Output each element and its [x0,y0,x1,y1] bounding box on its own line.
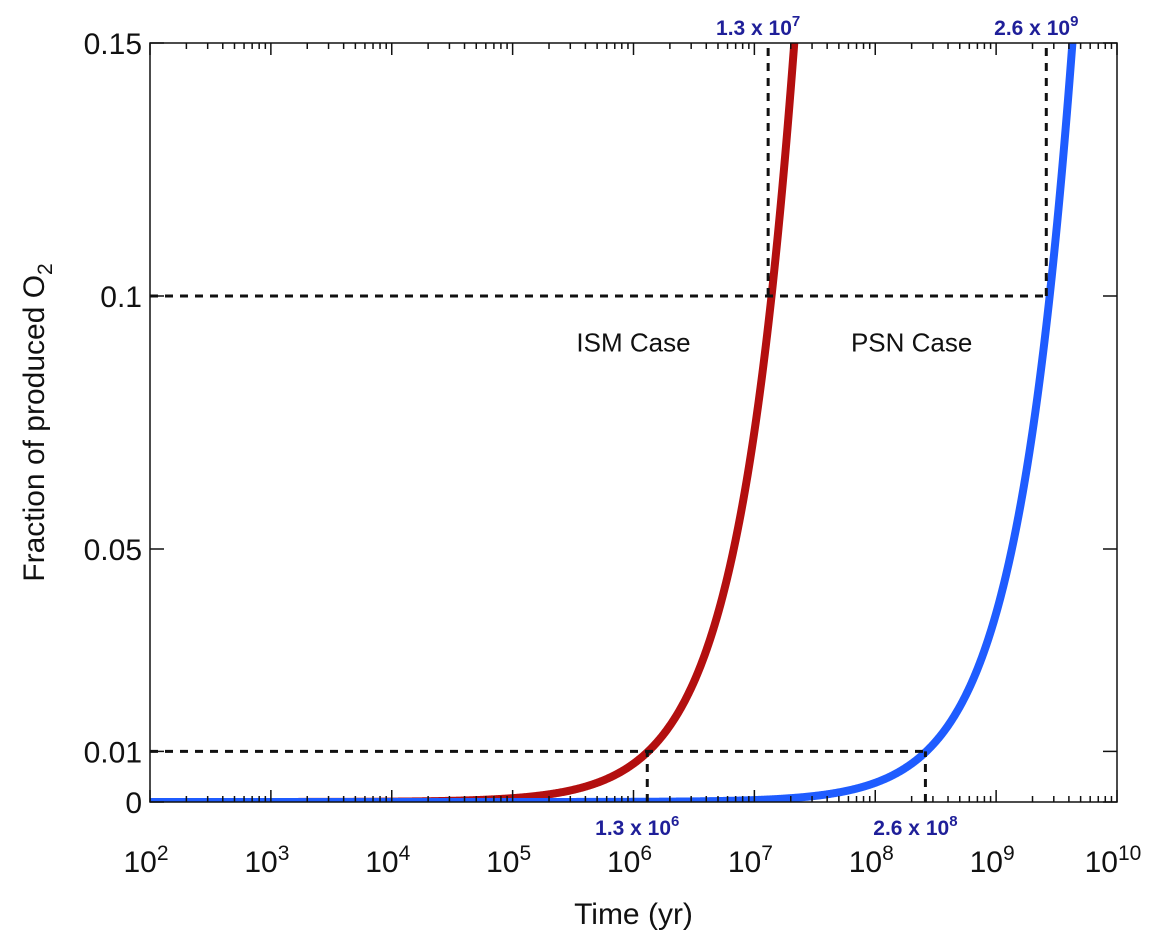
reference-lines-layer [150,43,1048,802]
x-axis-title: Time (yr) [574,898,693,931]
x-tick-label: 107 [728,842,773,879]
x-tick-label: 1010 [1085,842,1142,879]
x-tick-label: 105 [486,842,531,879]
series-line-ism [150,43,799,802]
curves-layer [150,43,1077,802]
y-tick-label: 0 [125,787,142,820]
x-tick-label: 102 [123,842,168,879]
x-tick-label: 108 [849,842,894,879]
annotation-label: 2.6 x 109 [994,13,1078,40]
plot-frame [149,42,1118,803]
x-tick-label: 104 [365,842,410,879]
text-layer: 102 103 104 105 106 107 108 109 1010 0 0.01 0.05 0.1… [18,13,1141,931]
x-tick-label: 106 [607,842,652,879]
x-tick-label: 103 [244,842,289,879]
y-tick-label: 0.15 [84,28,142,61]
annotation-label: 1.3 x 106 [595,813,679,840]
annotation-label: 2.6 x 108 [873,813,957,840]
series-line-psn [150,43,1077,802]
y-tick-label: 0.01 [84,736,142,769]
series-label-ism: ISM Case [576,328,690,358]
series-label-psn: PSN Case [851,328,972,358]
annotation-label: 1.3 x 107 [716,13,800,40]
x-tick-label: 109 [970,842,1015,879]
y-tick-label: 0.05 [84,534,142,567]
y-axis-title: Fraction of produced O2 [18,263,57,582]
y-tick-label: 0.1 [100,281,142,314]
